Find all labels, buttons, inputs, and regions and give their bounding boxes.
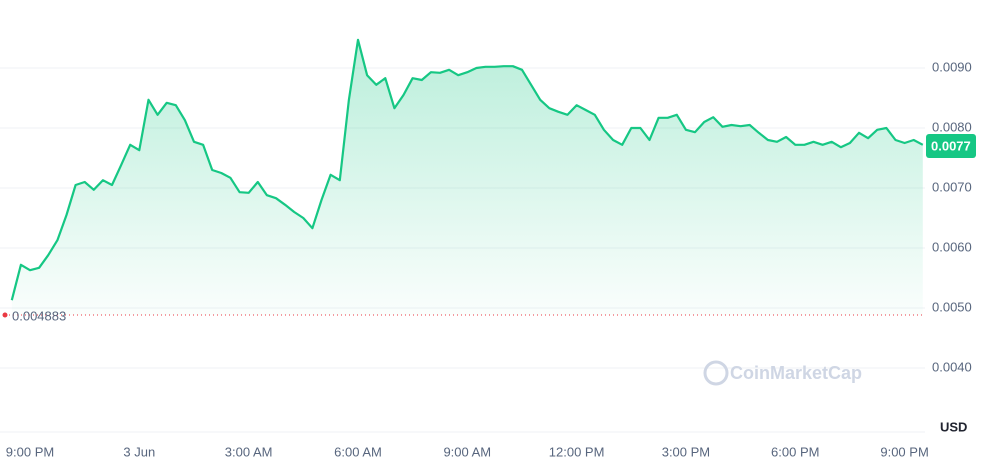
x-tick-label: 3 Jun <box>123 444 155 459</box>
y-tick-label: 0.0040 <box>932 359 972 374</box>
open-price-label: 0.004883 <box>12 308 66 323</box>
x-tick-label: 3:00 AM <box>225 444 273 459</box>
current-price-label: 0.0077 <box>931 138 971 153</box>
open-price-dot <box>2 312 8 318</box>
x-tick-label: 3:00 PM <box>662 444 710 459</box>
x-tick-label: 9:00 PM <box>6 444 54 459</box>
area-fill <box>11 39 923 316</box>
x-tick-label: 6:00 PM <box>771 444 819 459</box>
x-tick-label: 9:00 PM <box>880 444 928 459</box>
y-tick-label: 0.0060 <box>932 239 972 254</box>
x-tick-label: 12:00 PM <box>549 444 605 459</box>
watermark: CoinMarketCap <box>730 363 862 383</box>
x-tick-label: 6:00 AM <box>334 444 382 459</box>
watermark-logo <box>703 360 729 386</box>
y-tick-label: 0.0050 <box>932 299 972 314</box>
y-tick-label: 0.0090 <box>932 59 972 74</box>
y-tick-label: 0.0080 <box>932 119 972 134</box>
x-tick-label: 9:00 AM <box>443 444 491 459</box>
current-price-badge <box>926 134 976 158</box>
currency-label: USD <box>940 419 967 434</box>
price-line <box>10 38 924 301</box>
y-tick-label: 0.0070 <box>932 179 972 194</box>
